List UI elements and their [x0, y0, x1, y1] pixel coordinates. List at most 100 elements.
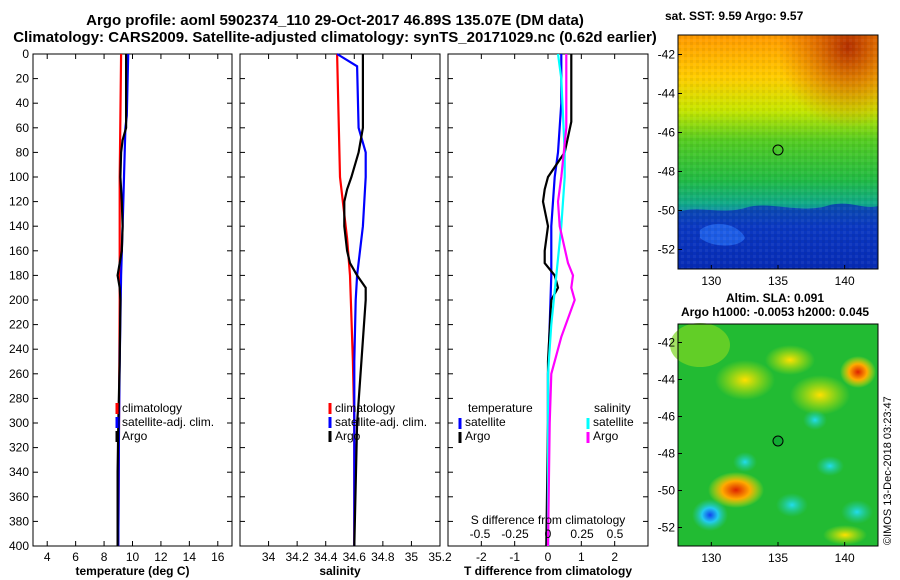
- series-line-argo: [116, 54, 128, 546]
- y-tick-label: 240: [9, 342, 29, 356]
- y-tick-label: 180: [9, 268, 29, 282]
- x-tick-label: 34.4: [314, 550, 338, 564]
- secondary-x-tick-label: -0.5: [470, 527, 491, 541]
- map-y-tick-label: -42: [658, 48, 676, 62]
- x-tick-label: 34.2: [285, 550, 309, 564]
- x-tick-label: 34: [262, 550, 276, 564]
- y-tick-label: 60: [16, 121, 30, 135]
- map-y-tick-label: -52: [658, 243, 676, 257]
- legend-label: Argo: [335, 429, 361, 443]
- x-tick-label: 6: [72, 550, 79, 564]
- sst-map-title: sat. SST: 9.59 Argo: 9.57: [665, 9, 804, 23]
- sla-argo-marker: [772, 435, 784, 447]
- y-tick-label: 120: [9, 195, 29, 209]
- series-line-satellite-adj-clim-: [336, 53, 367, 546]
- map-y-tick-label: -42: [658, 336, 676, 350]
- y-tick-label: 280: [9, 391, 29, 405]
- secondary-x-tick-label: -0.25: [501, 527, 529, 541]
- secondary-x-tick-label: 0.5: [607, 527, 624, 541]
- x-tick-label: 35.2: [428, 550, 452, 564]
- sla-blob: [670, 323, 730, 367]
- x-tick-label: 16: [211, 550, 225, 564]
- map-y-tick-label: -50: [658, 484, 676, 498]
- sla-high: [840, 356, 876, 388]
- plot-frame: [239, 53, 441, 547]
- sla-map-subtitle: Argo h1000: -0.0053 h2000: 0.045: [681, 305, 869, 319]
- legend-header: temperature: [468, 401, 533, 415]
- secondary-x-tick-label: 0.25: [570, 527, 594, 541]
- y-tick-label: 220: [9, 318, 29, 332]
- x-tick-label: 0: [545, 550, 552, 564]
- sla-high: [708, 472, 764, 508]
- legend-label: satellite: [465, 415, 506, 429]
- chart-title-line1: Argo profile: aoml 5902374_110 29-Oct-20…: [86, 12, 584, 29]
- y-tick-label: 340: [9, 465, 29, 479]
- legend-header: salinity: [594, 401, 631, 415]
- y-tick-label: 320: [9, 441, 29, 455]
- legend-label: Argo: [465, 429, 491, 443]
- y-tick-label: 360: [9, 490, 29, 504]
- secondary-x-tick-label: 0: [545, 527, 552, 541]
- sst-argo-marker: [772, 144, 784, 156]
- sla-low: [692, 499, 728, 531]
- chart-title-line2: Climatology: CARS2009. Satellite-adjuste…: [13, 29, 657, 46]
- sla-map-title: Altim. SLA: 0.091: [726, 291, 824, 305]
- map-x-tick-label: 135: [768, 551, 788, 565]
- x-tick-label: 2: [611, 550, 618, 564]
- x-tick-label: -2: [476, 550, 487, 564]
- y-tick-label: 380: [9, 514, 29, 528]
- sla-blob: [765, 345, 815, 375]
- map-x-tick-label: 130: [701, 274, 721, 288]
- x-axis-label: temperature (deg C): [75, 564, 189, 578]
- series-line-salinity-satellite: [546, 53, 566, 546]
- sst-texture: [678, 35, 878, 269]
- series-line-salinity-argo: [546, 54, 576, 547]
- temperature-panel: 4 6 8 10 12 14 16 temperature (deg C) 0 20 40 60 80 1…: [9, 47, 233, 578]
- x-tick-label: 35: [405, 550, 419, 564]
- y-tick-label: 100: [9, 170, 29, 184]
- differences-panel: -2 -1 0 1 2T difference from climatology temp…: [447, 53, 649, 578]
- legend-label: climatology: [335, 401, 395, 415]
- sst-map-panel: 130 135 140 -42 -44 -46 -48 -50 -52: [658, 34, 879, 288]
- map-x-tick-label: 140: [835, 551, 855, 565]
- legend-label: Argo: [122, 429, 148, 443]
- map-x-tick-label: 135: [768, 274, 788, 288]
- x-axis-label: T difference from climatology: [464, 564, 632, 578]
- x-tick-label: 1: [578, 550, 585, 564]
- sla-blob: [823, 525, 867, 545]
- y-tick-label: 200: [9, 293, 29, 307]
- sla-blob: [790, 375, 850, 415]
- legend-label: satellite: [593, 415, 634, 429]
- x-axis-label: salinity: [319, 564, 361, 578]
- legend-label: satellite-adj. clim.: [122, 415, 214, 429]
- x-tick-label: 8: [101, 550, 108, 564]
- y-tick-label: 20: [16, 72, 30, 86]
- legend-label: satellite-adj. clim.: [335, 415, 427, 429]
- sla-low: [733, 452, 757, 472]
- y-tick-label: 40: [16, 96, 30, 110]
- y-tick-label: 400: [9, 539, 29, 553]
- y-tick-label: 140: [9, 219, 29, 233]
- legend-label: Argo: [593, 429, 619, 443]
- map-y-tick-label: -50: [658, 204, 676, 218]
- x-tick-label: -1: [509, 550, 520, 564]
- x-tick-label: 14: [183, 550, 197, 564]
- y-tick-label: 80: [16, 145, 30, 159]
- series-line-argo: [343, 54, 367, 547]
- map-y-tick-label: -52: [658, 521, 676, 535]
- map-y-tick-label: -44: [658, 373, 676, 387]
- y-tick-label: 0: [22, 47, 29, 61]
- map-y-tick-label: -48: [658, 165, 676, 179]
- map-y-tick-label: -44: [658, 87, 676, 101]
- plot-frame: [32, 53, 233, 547]
- y-tick-label: 160: [9, 244, 29, 258]
- sla-low: [816, 456, 844, 476]
- x-tick-label: 12: [154, 550, 168, 564]
- sla-low: [776, 493, 808, 517]
- x-tick-label: 34.6: [343, 550, 367, 564]
- footer-credit: ©IMOS 13-Dec-2018 03:23:47: [882, 396, 894, 545]
- secondary-x-axis-label: S difference from climatology: [471, 513, 626, 527]
- legend-label: climatology: [122, 401, 182, 415]
- y-tick-label: 300: [9, 416, 29, 430]
